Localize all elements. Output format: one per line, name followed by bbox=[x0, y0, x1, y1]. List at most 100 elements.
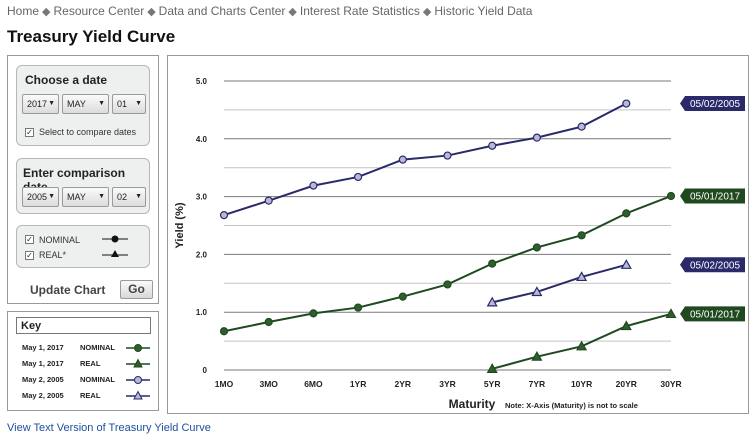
data-point bbox=[622, 99, 631, 108]
data-point bbox=[488, 259, 497, 268]
compare-month-select[interactable]: MAY ▼ bbox=[62, 187, 109, 207]
nominal-line-icon bbox=[102, 235, 128, 243]
choose-day-select[interactable]: 01 ▼ bbox=[112, 94, 146, 114]
compare-dates-checkbox[interactable]: ✓ bbox=[25, 128, 34, 137]
data-point bbox=[486, 363, 498, 373]
data-point bbox=[443, 151, 452, 160]
series-end-label-text: 05/02/2005 bbox=[690, 99, 740, 110]
text-version-link[interactable]: View Text Version of Treasury Yield Curv… bbox=[7, 422, 211, 434]
breadcrumb-link[interactable]: Home bbox=[7, 4, 40, 18]
series-end-label bbox=[680, 188, 745, 204]
key-row: May 2, 2005 NOMINAL bbox=[22, 375, 150, 384]
series-end-label-text: 05/01/2017 bbox=[690, 309, 740, 320]
nominal-checkbox[interactable]: ✓ bbox=[25, 235, 34, 244]
yield-curve-chart-panel: 0 1.0 2.0 3.0 4.0 5.0 1MO 3MO 6MO 1YR 2YR 3YR 5YR 7YR… bbox=[167, 55, 749, 414]
key-date: May 1, 2017 bbox=[22, 359, 64, 368]
chevron-down-icon: ▼ bbox=[48, 193, 55, 200]
data-point bbox=[264, 317, 273, 327]
checkmark-icon: ✓ bbox=[26, 235, 33, 244]
chevron-down-icon: ▼ bbox=[98, 193, 105, 200]
key-type: REAL bbox=[80, 391, 101, 400]
data-point bbox=[486, 296, 498, 307]
key-date: May 1, 2017 bbox=[22, 343, 64, 352]
x-axis-label: Maturity bbox=[449, 397, 496, 411]
data-point bbox=[354, 303, 363, 312]
key-date: May 2, 2005 bbox=[22, 375, 64, 384]
data-point bbox=[488, 141, 497, 150]
go-button[interactable]: Go bbox=[120, 280, 153, 299]
nominal-label: NOMINAL bbox=[39, 235, 81, 245]
y-tick-label: 0 bbox=[203, 366, 208, 375]
chevron-down-icon: ▼ bbox=[135, 100, 142, 107]
chevron-down-icon: ▼ bbox=[135, 193, 142, 200]
x-tick-label: 6MO bbox=[304, 379, 323, 389]
key-date: May 2, 2005 bbox=[22, 391, 64, 400]
series-line-nominal bbox=[223, 102, 627, 217]
series-end-label-text: 05/01/2017 bbox=[690, 192, 740, 203]
data-point bbox=[532, 133, 541, 142]
breadcrumb-separator-icon: ◆ bbox=[147, 6, 156, 18]
compare-year-value: 2005 bbox=[27, 192, 48, 202]
breadcrumb-link[interactable]: Data and Charts Center bbox=[158, 4, 286, 18]
chevron-down-icon: ▼ bbox=[48, 100, 55, 107]
choose-year-select[interactable]: 2017 ▼ bbox=[22, 94, 59, 114]
key-type: REAL bbox=[80, 359, 101, 368]
x-tick-label: 3YR bbox=[439, 379, 456, 389]
breadcrumb-link[interactable]: Historic Yield Data bbox=[434, 4, 533, 18]
data-point bbox=[577, 122, 586, 131]
key-row: May 1, 2017 REAL bbox=[22, 358, 150, 368]
key-type: NOMINAL bbox=[80, 343, 115, 352]
key-line-triangle-icon bbox=[126, 390, 150, 400]
compare-month-value: MAY bbox=[67, 192, 86, 202]
data-point bbox=[398, 155, 407, 164]
x-tick-label: 30YR bbox=[660, 379, 681, 389]
choose-month-value: MAY bbox=[67, 99, 86, 109]
data-point bbox=[576, 340, 588, 351]
x-tick-label: 3MO bbox=[259, 379, 278, 389]
data-point bbox=[620, 259, 632, 269]
series-end-label bbox=[680, 96, 745, 112]
key-row: May 1, 2017 NOMINAL bbox=[22, 343, 150, 352]
data-point bbox=[398, 292, 407, 301]
breadcrumb-separator-icon: ◆ bbox=[42, 6, 51, 18]
breadcrumb-separator-icon: ◆ bbox=[288, 6, 297, 18]
x-tick-label: 1YR bbox=[350, 379, 367, 389]
breadcrumb-link[interactable]: Resource Center bbox=[53, 4, 145, 18]
real-checkbox[interactable]: ✓ bbox=[25, 251, 34, 260]
x-tick-label: 10YR bbox=[571, 379, 592, 389]
breadcrumb-separator-icon: ◆ bbox=[422, 6, 432, 18]
data-point bbox=[666, 191, 676, 201]
compare-year-select[interactable]: 2005 ▼ bbox=[22, 187, 59, 207]
y-axis-label: Yield (%) bbox=[174, 202, 186, 248]
series-line-nominal bbox=[223, 195, 672, 333]
key-title: Key bbox=[16, 317, 151, 334]
compare-day-value: 02 bbox=[117, 192, 128, 202]
series-line-real bbox=[491, 263, 627, 304]
data-point bbox=[219, 327, 229, 336]
update-chart-label: Update Chart bbox=[30, 283, 106, 297]
breadcrumb-link[interactable]: Interest Rate Statistics bbox=[299, 4, 420, 18]
comparison-date-group: Enter comparison date 2005▼ MAY▼ 02▼ bbox=[16, 158, 150, 214]
choose-month-select[interactable]: MAY ▼ bbox=[62, 94, 109, 114]
x-tick-label: 2YR bbox=[395, 379, 412, 389]
y-tick-label: 2.0 bbox=[196, 250, 208, 259]
yield-curve-chart: 0 1.0 2.0 3.0 4.0 5.0 1MO 3MO 6MO 1YR 2YR 3YR 5YR 7YR… bbox=[174, 77, 745, 411]
series-end-label bbox=[680, 257, 745, 273]
x-tick-label: 1MO bbox=[215, 379, 234, 389]
data-point bbox=[622, 209, 631, 218]
y-tick-label: 5.0 bbox=[196, 77, 208, 86]
key-panel: Key May 1, 2017 NOMINAL May 1, 2017 REAL May… bbox=[7, 311, 159, 411]
key-line-circle-icon bbox=[126, 344, 150, 352]
data-point bbox=[309, 309, 318, 318]
key-line-triangle-icon bbox=[126, 358, 150, 368]
series-toggle-group: ✓ NOMINAL ✓ REAL* bbox=[16, 225, 150, 268]
series-end-label bbox=[680, 306, 745, 322]
data-point bbox=[620, 320, 632, 331]
data-point bbox=[354, 172, 363, 182]
choose-year-value: 2017 bbox=[27, 99, 48, 109]
y-tick-label: 3.0 bbox=[196, 193, 208, 202]
x-tick-label: 5YR bbox=[484, 379, 501, 389]
y-tick-label: 4.0 bbox=[196, 135, 208, 144]
compare-day-select[interactable]: 02 ▼ bbox=[112, 187, 146, 207]
x-axis-note: Note: X-Axis (Maturity) is not to scale bbox=[505, 401, 638, 410]
